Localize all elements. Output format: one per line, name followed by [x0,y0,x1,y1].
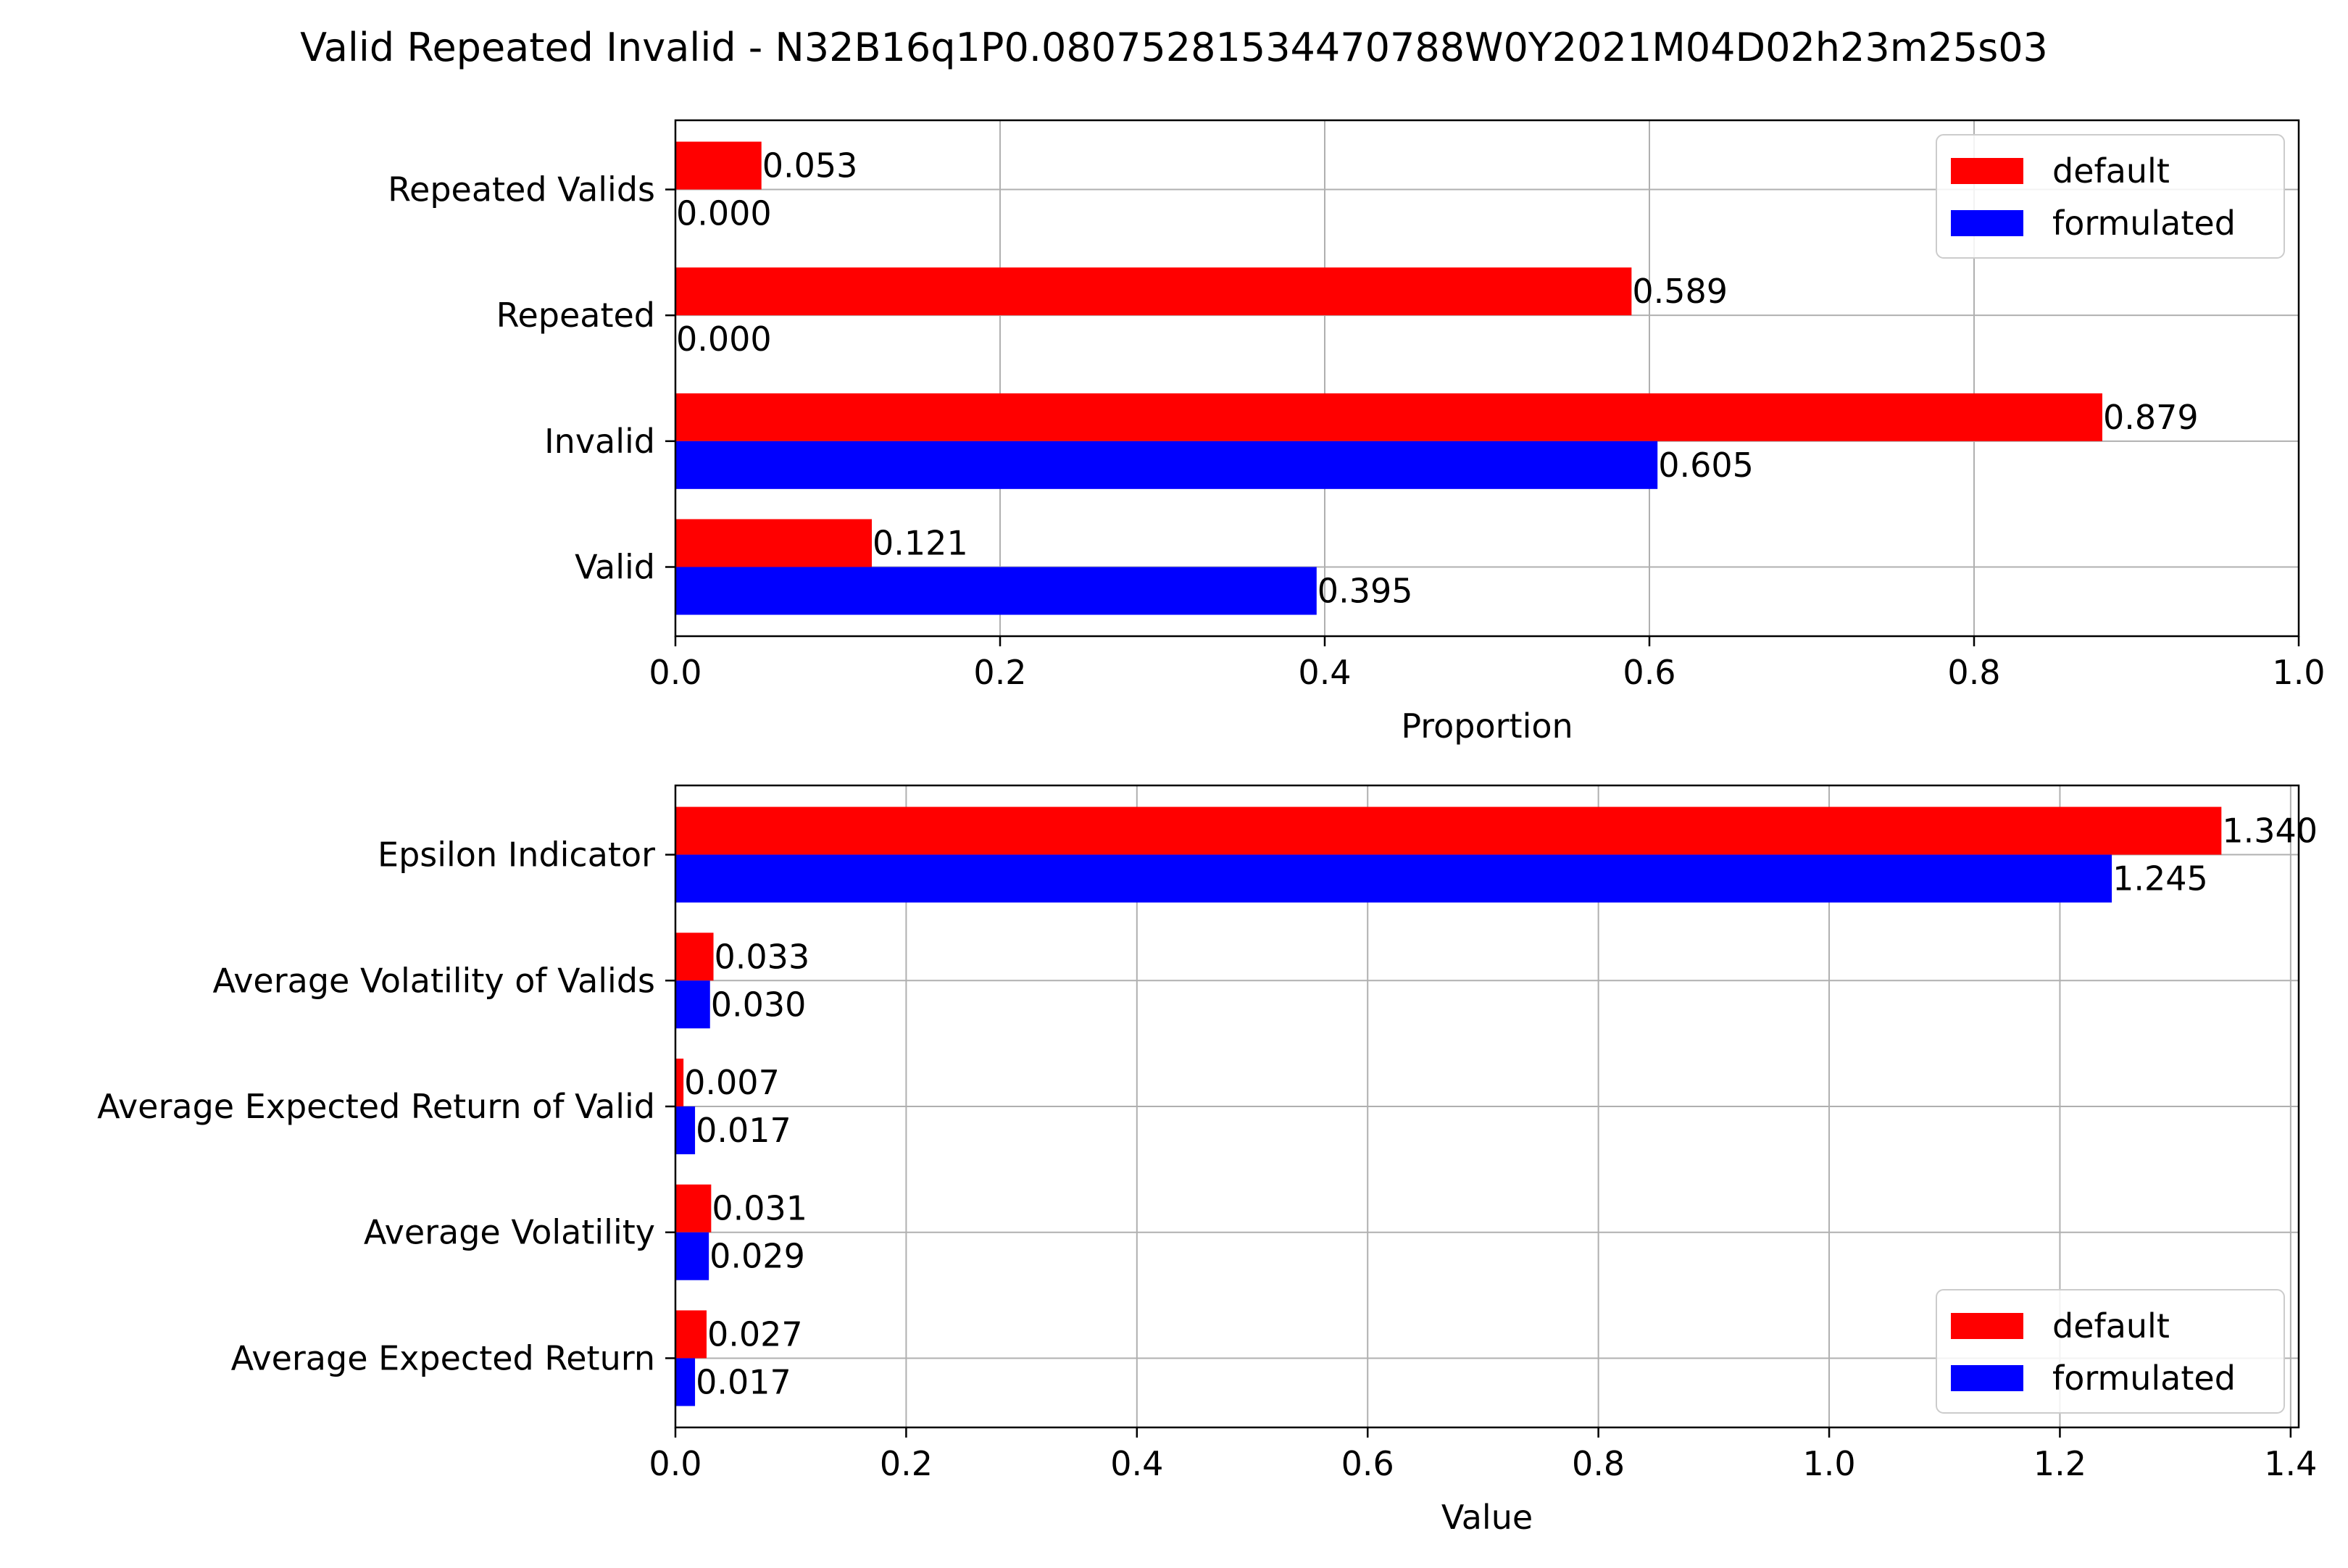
x-tick-label: 1.2 [2033,1444,2086,1483]
bar-default-average-volatility [675,1184,712,1233]
data-label-default: 0.027 [707,1314,803,1354]
bar-formulated-invalid [675,441,1658,489]
legend-label-formulated: formulated [2052,1359,2236,1398]
y-tick-label: Invalid [544,422,655,461]
bar-default-average-expected-return [675,1310,707,1359]
x-tick-label: 0.2 [973,653,1026,692]
y-tick-label: Repeated [496,296,655,335]
legend-label-formulated: formulated [2052,204,2236,243]
legend-swatch-formulated [1951,210,2023,236]
y-tick-label: Average Volatility of Valids [212,961,655,1000]
data-label-formulated: 0.029 [709,1237,805,1276]
x-tick-label: 0.0 [649,1444,702,1483]
bar-formulated-valid [675,567,1317,615]
bar-default-valid [675,519,873,567]
subplot-1: 0.121 0.879 0.589 0.053 0.395 0.605 0.000 0.000… [388,119,2326,746]
data-label-default: 0.589 [1632,272,1728,311]
bar-default-epsilon-indicator [675,806,2222,855]
data-label-default: 0.007 [684,1063,780,1102]
legend: default formulated [1936,134,2285,259]
x-tick-label: 0.6 [1341,1444,1394,1483]
x-tick-label: 1.0 [2272,653,2325,692]
legend-swatch-default [1951,158,2023,184]
bar-formulated-epsilon-indicator [675,854,2112,903]
y-tick-label: Average Expected Return of Valid [97,1087,655,1126]
legend-label-default: default [2052,151,2170,191]
figure-title: Valid Repeated Invalid - N32B16q1P0.0807… [300,25,2048,70]
bar-formulated-average-expected-return-of-valid [675,1106,696,1154]
axes-frame [674,119,2300,638]
data-label-formulated: 0.605 [1658,446,1754,485]
x-tick-label: 1.0 [1802,1444,1855,1483]
bar-formulated-average-expected-return [675,1358,696,1406]
subplot-2: 0.027 0.031 0.007 0.033 1.340 0.017 0.029 0.017… [97,784,2318,1537]
y-tick-label: Average Expected Return [231,1338,655,1377]
legend: default formulated [1936,1289,2285,1414]
data-label-formulated: 0.395 [1317,571,1413,610]
bar-formulated-average-volatility-of-valids [675,980,710,1029]
bar-default-invalid [675,393,2102,441]
x-axis-label: Value [1441,1498,1533,1537]
data-label-formulated: 0.000 [676,320,772,359]
data-label-formulated: 0.000 [676,194,772,233]
data-label-default: 1.340 [2222,812,2318,851]
x-tick-label: 0.0 [649,653,702,692]
legend-swatch-formulated [1951,1365,2023,1391]
bar-default-average-expected-return-of-valid [675,1059,684,1106]
legend-label-default: default [2052,1306,2170,1346]
legend-swatch-default [1951,1313,2023,1339]
data-label-formulated: 0.017 [696,1362,791,1401]
x-tick-label: 1.4 [2264,1444,2317,1483]
bar-default-average-volatility-of-valids [675,933,714,981]
data-label-formulated: 0.017 [696,1111,791,1150]
data-label-default: 0.031 [712,1189,807,1228]
bar-default-repeated-valids [675,141,762,190]
x-axis-label: Proportion [1401,706,1573,746]
x-tick-label: 0.6 [1623,653,1675,692]
y-tick-label: Valid [575,547,655,586]
x-tick-label: 0.2 [880,1444,933,1483]
y-tick-label: Repeated Valids [388,170,655,209]
data-label-default: 0.879 [2103,398,2199,437]
x-tick-label: 0.8 [1572,1444,1625,1483]
data-label-default: 0.033 [715,937,810,976]
y-tick-label: Average Volatility [364,1213,655,1252]
bar-formulated-average-volatility [675,1232,709,1280]
x-tick-label: 0.4 [1298,653,1351,692]
data-label-default: 0.121 [873,523,968,562]
data-label-formulated: 1.245 [2112,859,2208,898]
data-label-default: 0.053 [762,146,858,185]
x-tick-label: 0.8 [1947,653,2000,692]
bar-default-repeated [675,267,1632,316]
y-tick-label: Epsilon Indicator [378,835,655,875]
x-tick-label: 0.4 [1110,1444,1163,1483]
data-label-formulated: 0.030 [711,985,807,1024]
